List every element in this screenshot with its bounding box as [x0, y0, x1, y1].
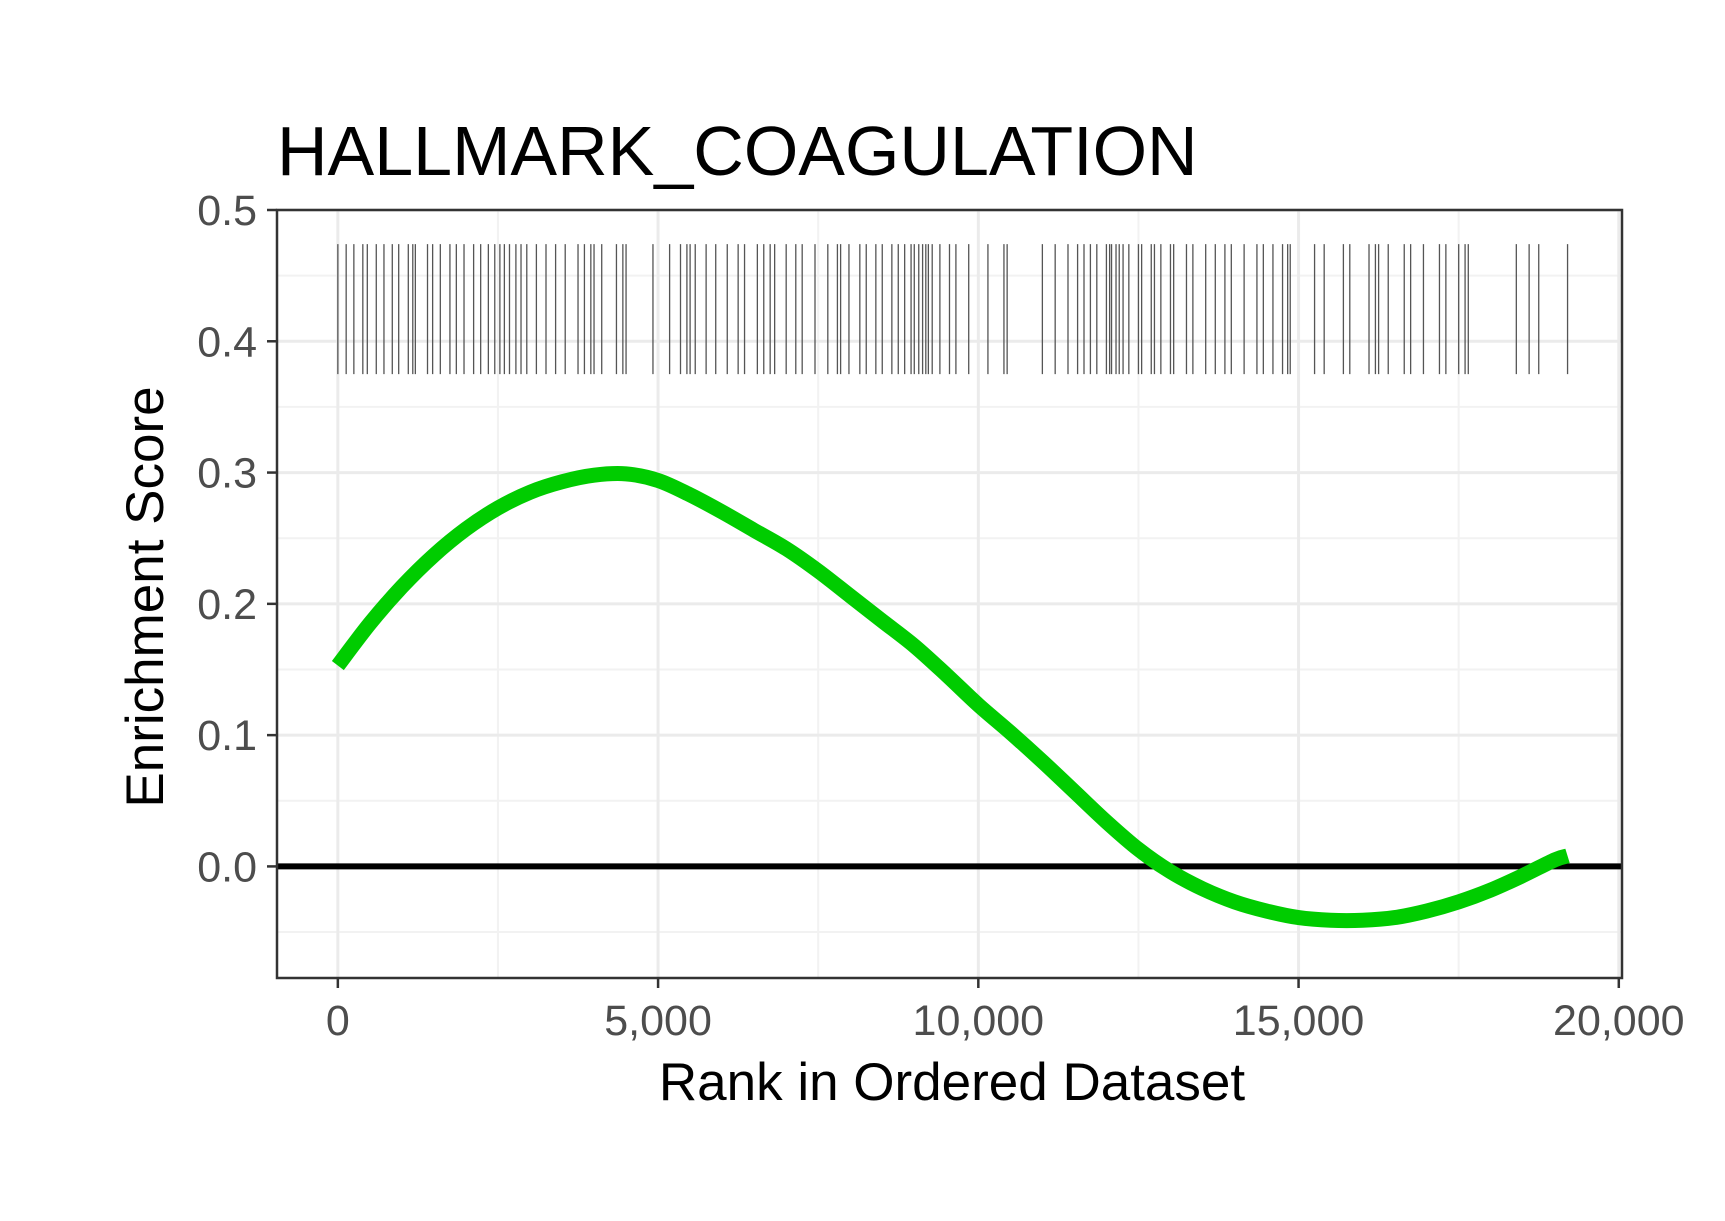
- y-axis-ticks: 0.0 0.1 0.2 0.3 0.4 0.5: [197, 187, 277, 891]
- x-axis-ticks: 0 5,000 10,000 15,000 20,000: [326, 978, 1685, 1045]
- gene-hit-ticks: [337, 244, 1569, 375]
- x-tick-label: 10,000: [913, 997, 1045, 1045]
- x-tick-label: 5,000: [604, 997, 712, 1045]
- enrichment-curve: [331, 466, 1570, 929]
- chart-title: HALLMARK_COAGULATION: [277, 112, 1198, 190]
- x-axis-label: Rank in Ordered Dataset: [659, 1053, 1246, 1112]
- y-axis-label: Enrichment Score: [116, 386, 175, 807]
- y-tick-label: 0.0: [197, 843, 257, 891]
- x-tick-label: 0: [326, 997, 350, 1045]
- y-tick-label: 0.2: [197, 581, 257, 629]
- x-tick-label: 20,000: [1553, 997, 1685, 1045]
- plot-panel-border: [275, 208, 1624, 980]
- y-tick-label: 0.4: [197, 318, 257, 366]
- y-tick-label: 0.3: [197, 450, 257, 498]
- y-tick-label: 0.1: [197, 712, 257, 760]
- x-tick-label: 15,000: [1233, 997, 1365, 1045]
- y-tick-label: 0.5: [197, 187, 257, 235]
